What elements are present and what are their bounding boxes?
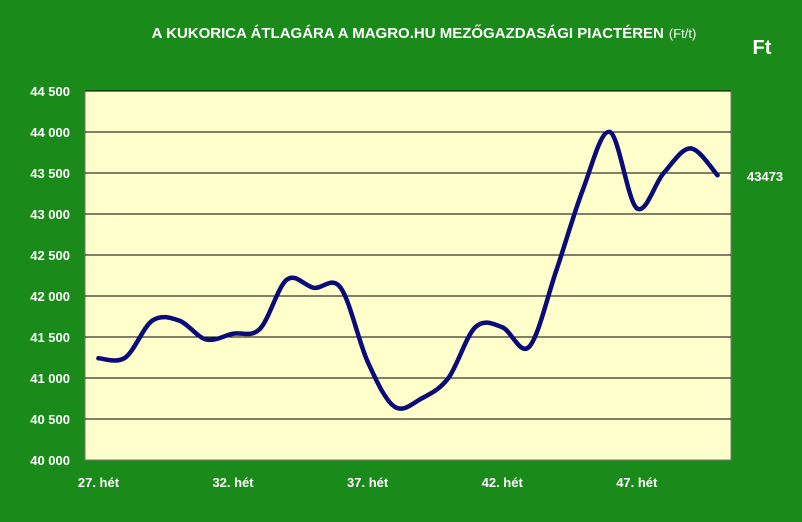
data-point — [123, 355, 128, 360]
data-point — [553, 269, 559, 274]
y-tick-label: 40 500 — [30, 412, 70, 427]
data-point — [203, 337, 209, 342]
y-axis-ticks: 40 000 40 500 41 000 41 500 42 000 42 500 43 0… — [30, 84, 70, 468]
data-point — [580, 187, 586, 192]
data-point — [338, 285, 343, 290]
series-points — [96, 129, 720, 409]
y-tick-label: 42 500 — [30, 248, 70, 263]
y-tick-label: 42 000 — [30, 289, 70, 304]
y-tick-label: 41 500 — [30, 330, 70, 345]
x-axis-ticks: 27. hét 32. hét 37. hét 42. hét 47. hét — [78, 475, 658, 490]
data-point — [473, 324, 478, 330]
data-point — [419, 396, 424, 401]
data-point — [284, 277, 290, 282]
y-tick-label: 41 000 — [30, 371, 70, 386]
y-tick-label: 44 500 — [30, 84, 70, 99]
data-point — [446, 375, 451, 381]
unit-corner-label: Ft — [753, 37, 772, 59]
data-point — [661, 170, 666, 176]
last-value-label: 43473 — [747, 169, 783, 184]
data-point — [688, 146, 693, 151]
chart-title-unit: (Ft/t) — [669, 26, 696, 41]
x-tick-label: 47. hét — [616, 475, 658, 490]
data-point — [365, 359, 370, 364]
data-point — [607, 129, 613, 135]
chart-title-group: A KUKORICA ÁTLAGÁRA A MAGRO.HU MEZŐGAZDA… — [152, 24, 697, 42]
plot-area — [84, 90, 732, 461]
data-point — [230, 331, 236, 336]
data-point — [177, 318, 182, 323]
data-point — [526, 344, 532, 350]
data-point — [96, 356, 101, 361]
data-point — [715, 173, 720, 178]
data-point — [311, 285, 316, 290]
y-tick-label: 43 500 — [30, 166, 70, 181]
chart-title: A KUKORICA ÁTLAGÁRA A MAGRO.HU MEZŐGAZDA… — [152, 24, 664, 42]
data-point — [257, 326, 263, 331]
x-tick-label: 42. hét — [482, 475, 524, 490]
y-tick-label: 44 000 — [30, 125, 70, 140]
y-tick-label: 40 000 — [30, 453, 70, 468]
x-tick-label: 27. hét — [78, 475, 120, 490]
data-point — [634, 206, 639, 211]
x-tick-label: 32. hét — [212, 475, 254, 490]
y-tick-label: 43 000 — [30, 207, 70, 222]
data-point — [392, 404, 397, 409]
data-point — [500, 324, 505, 330]
x-tick-label: 37. hét — [347, 475, 389, 490]
data-point — [150, 318, 155, 323]
